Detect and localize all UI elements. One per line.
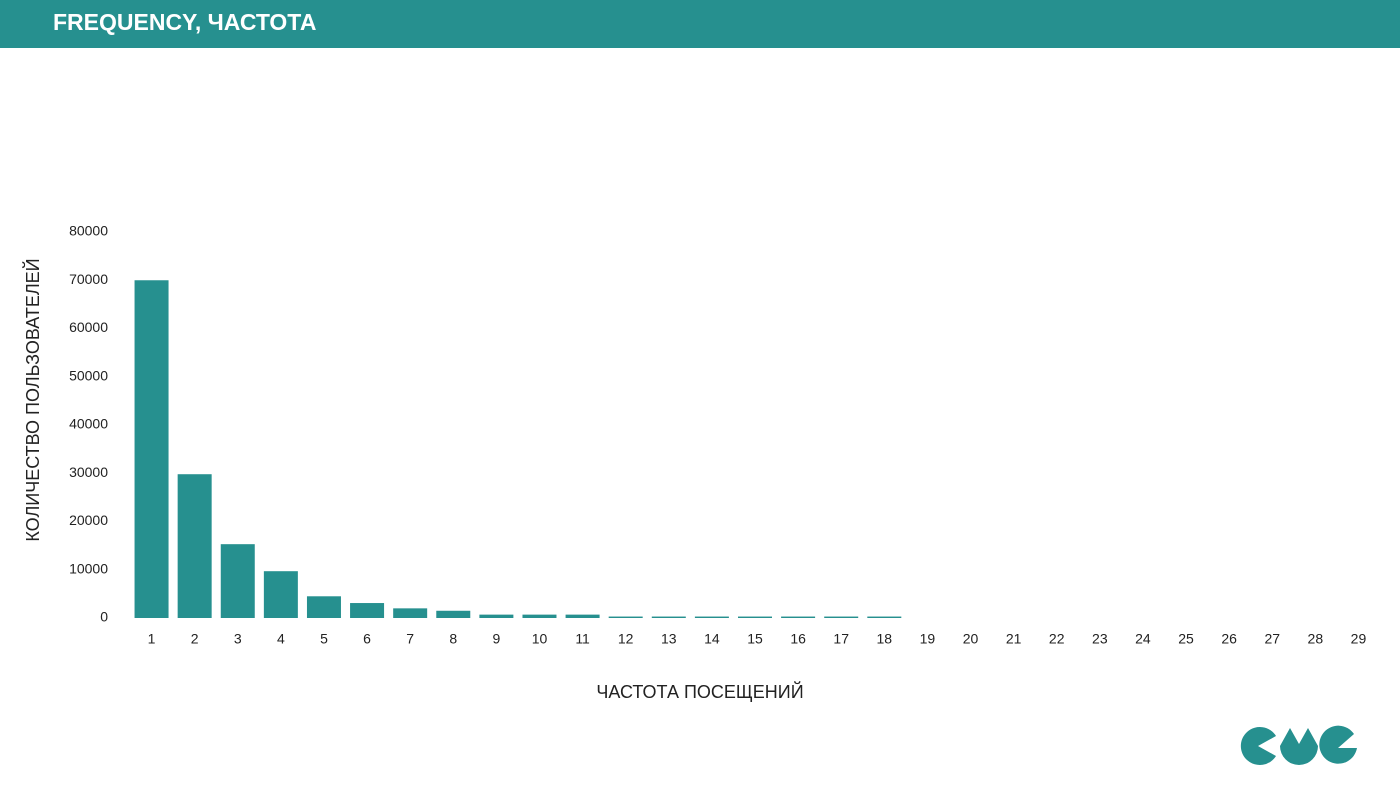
x-tick-label: 2 [191,631,199,647]
y-tick-label: 0 [100,609,108,625]
bar [781,616,816,618]
chart-title: FREQUENCY, ЧАСТОТА [53,9,316,35]
x-axis-label: ЧАСТОТА ПОСЕЩЕНИЙ [596,681,803,702]
logo-shape [1319,725,1357,764]
x-tick-label: 20 [963,631,979,647]
x-tick-label: 17 [833,631,849,647]
x-tick-label: 1 [148,631,156,647]
logo [1240,725,1357,765]
x-tick-label: 23 [1092,631,1108,647]
x-tick-label: 26 [1221,631,1237,647]
bar [177,474,212,618]
x-tick-label: 10 [532,631,548,647]
x-tick-label: 13 [661,631,677,647]
x-tick-label: 3 [234,631,242,647]
x-tick-label: 9 [492,631,500,647]
bar [608,616,643,618]
x-tick-label: 7 [406,631,414,647]
logo-shape [1240,727,1276,765]
bar [306,596,341,618]
bar [393,608,428,618]
x-tick-label: 14 [704,631,720,647]
y-tick-label: 50000 [69,367,108,383]
y-tick-label: 60000 [69,319,108,335]
bar [824,616,859,618]
x-tick-label: 11 [575,631,590,647]
bar [565,614,600,618]
y-axis-label: КОЛИЧЕСТВО ПОЛЬЗОВАТЕЛЕЙ [22,258,43,541]
x-tick-label: 6 [363,631,371,647]
bar [134,280,169,618]
x-tick-label: 21 [1006,631,1022,647]
header-bar [0,0,1400,48]
y-tick-label: 30000 [69,464,108,480]
y-tick-label: 40000 [69,416,108,432]
bar [350,603,385,618]
x-tick-label: 5 [320,631,328,647]
bar [220,544,255,618]
x-tick-label: 16 [790,631,806,647]
x-tick-label: 4 [277,631,285,647]
x-tick-label: 29 [1351,631,1367,647]
x-tick-label: 24 [1135,631,1151,647]
x-tick-label: 22 [1049,631,1065,647]
bar [694,616,729,618]
x-tick-label: 19 [920,631,936,647]
x-tick-label: 28 [1308,631,1324,647]
bar [263,571,298,618]
y-tick-label: 70000 [69,271,108,287]
x-tick-label: 15 [747,631,763,647]
bar [479,614,514,618]
logo-shape [1280,728,1318,765]
x-tick-label: 25 [1178,631,1194,647]
x-tick-label: 27 [1264,631,1280,647]
y-tick-label: 10000 [69,560,108,576]
bar [522,614,557,618]
x-tick-label: 8 [449,631,457,647]
bar [436,610,471,618]
x-tick-label: 12 [618,631,634,647]
y-tick-label: 80000 [69,223,108,239]
y-tick-label: 20000 [69,512,108,528]
x-tick-label: 18 [877,631,893,647]
bar [867,616,902,618]
bar [738,616,772,618]
bar [651,616,686,618]
